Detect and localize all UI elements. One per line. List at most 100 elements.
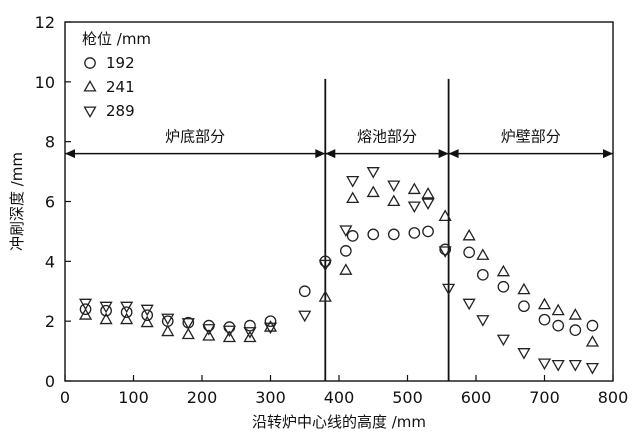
- data-point-241: [585, 335, 600, 347]
- x-tick-label: 100: [118, 388, 149, 407]
- data-point-241: [462, 228, 476, 241]
- y-tick-label: 8: [45, 133, 55, 152]
- data-point-192: [298, 285, 311, 298]
- data-point-192: [100, 304, 112, 317]
- data-point-192: [346, 230, 359, 242]
- x-tick-label: 0: [60, 388, 70, 407]
- region-arrows: [65, 149, 613, 159]
- data-point-192: [422, 225, 434, 238]
- region-labels: 炉底部分 熔池部分 炉壁部分: [165, 128, 561, 146]
- data-point-289: [78, 298, 93, 311]
- data-point-289: [140, 304, 154, 317]
- axis-ticks: [64, 21, 614, 382]
- data-point-241: [318, 290, 332, 302]
- data-point-192: [141, 309, 154, 322]
- legend-marker-241: [83, 79, 97, 92]
- data-point-241: [202, 329, 216, 341]
- data-point-192: [569, 324, 582, 336]
- data-point-289: [181, 318, 195, 330]
- data-point-289: [517, 348, 531, 360]
- region-label: 炉壁部分: [501, 128, 561, 146]
- legend: 枪位 /mm 192 241 289: [82, 30, 151, 120]
- data-point-192: [497, 280, 510, 293]
- y-tick-label: 12: [35, 13, 55, 32]
- data-point-289: [339, 225, 353, 237]
- data-point-289: [99, 301, 113, 314]
- data-point-192: [476, 268, 489, 281]
- data-point-289: [496, 334, 510, 347]
- region-label: 熔池部分: [357, 128, 417, 146]
- y-tick-label: 4: [45, 252, 55, 271]
- data-point-192: [387, 228, 400, 241]
- data-point-241: [366, 185, 380, 198]
- y-axis-title: 冲刷深度 /mm: [8, 152, 26, 251]
- x-tick-label: 500: [392, 388, 423, 407]
- data-point-192: [463, 246, 475, 259]
- data-point-192: [552, 319, 565, 332]
- data-point-289: [537, 358, 552, 371]
- data-point-241: [537, 297, 552, 310]
- legend-marker-192: [84, 57, 96, 69]
- data-point-289: [120, 301, 134, 314]
- data-point-241: [387, 194, 401, 207]
- data-point-289: [407, 201, 421, 214]
- data-point-289: [421, 198, 435, 211]
- data-point-289: [202, 324, 216, 336]
- arrow-head: [315, 149, 326, 159]
- data-point-192: [264, 315, 277, 328]
- x-tick-label: 200: [187, 388, 218, 407]
- y-tick-label: 10: [35, 73, 55, 92]
- data-point-289: [438, 246, 452, 258]
- arrow-head: [65, 149, 75, 159]
- data-point-241: [161, 324, 175, 337]
- data-point-289: [346, 176, 360, 188]
- data-point-241: [339, 263, 353, 275]
- data-point-289: [551, 359, 565, 372]
- data-point-241: [551, 303, 565, 316]
- data-point-289: [568, 359, 582, 372]
- data-point-241: [99, 312, 113, 325]
- data-point-192: [439, 243, 452, 256]
- data-point-289: [161, 313, 175, 326]
- data-point-241: [407, 182, 421, 195]
- data-point-192: [244, 319, 256, 332]
- data-point-192: [518, 300, 530, 313]
- arrow-head: [325, 149, 336, 159]
- data-point-241: [222, 330, 236, 343]
- data-point-289: [387, 180, 401, 193]
- data-point-192: [120, 306, 133, 319]
- data-point-192: [367, 228, 380, 241]
- data-point-289: [298, 310, 312, 323]
- axis-tick-labels: 0 100 200 300 400 500 600 700 800 0 2 4 6 8 10 12: [35, 13, 629, 407]
- data-point-192: [79, 303, 92, 316]
- data-point-192: [586, 319, 599, 332]
- y-tick-label: 6: [45, 193, 55, 212]
- data-point-241: [421, 186, 435, 199]
- data-point-192: [538, 313, 551, 326]
- data-point-289: [318, 259, 332, 272]
- region-label: 炉底部分: [165, 128, 225, 146]
- x-tick-label: 400: [324, 388, 355, 407]
- x-tick-label: 600: [461, 388, 492, 407]
- x-tick-label: 700: [529, 388, 560, 407]
- x-axis-title: 沿转炉中心线的高度 /mm: [252, 413, 426, 431]
- data-point-241: [78, 308, 93, 320]
- data-point-289: [462, 298, 476, 311]
- data-point-289: [243, 327, 257, 339]
- data-point-289: [585, 362, 600, 375]
- data-point-289: [222, 325, 236, 338]
- region-dividers: [324, 78, 450, 381]
- arrow-head: [603, 149, 613, 159]
- legend-entry-192: 192: [106, 54, 135, 72]
- data-point-192: [408, 227, 421, 239]
- data-point-241: [243, 330, 257, 343]
- data-markers: [78, 167, 600, 375]
- data-point-241: [181, 327, 195, 340]
- arrow-head: [438, 149, 449, 159]
- legend-entry-289: 289: [106, 102, 135, 120]
- legend-title: 枪位 /mm: [82, 30, 151, 48]
- data-point-192: [339, 245, 352, 257]
- data-point-289: [366, 167, 380, 179]
- data-point-241: [263, 320, 278, 332]
